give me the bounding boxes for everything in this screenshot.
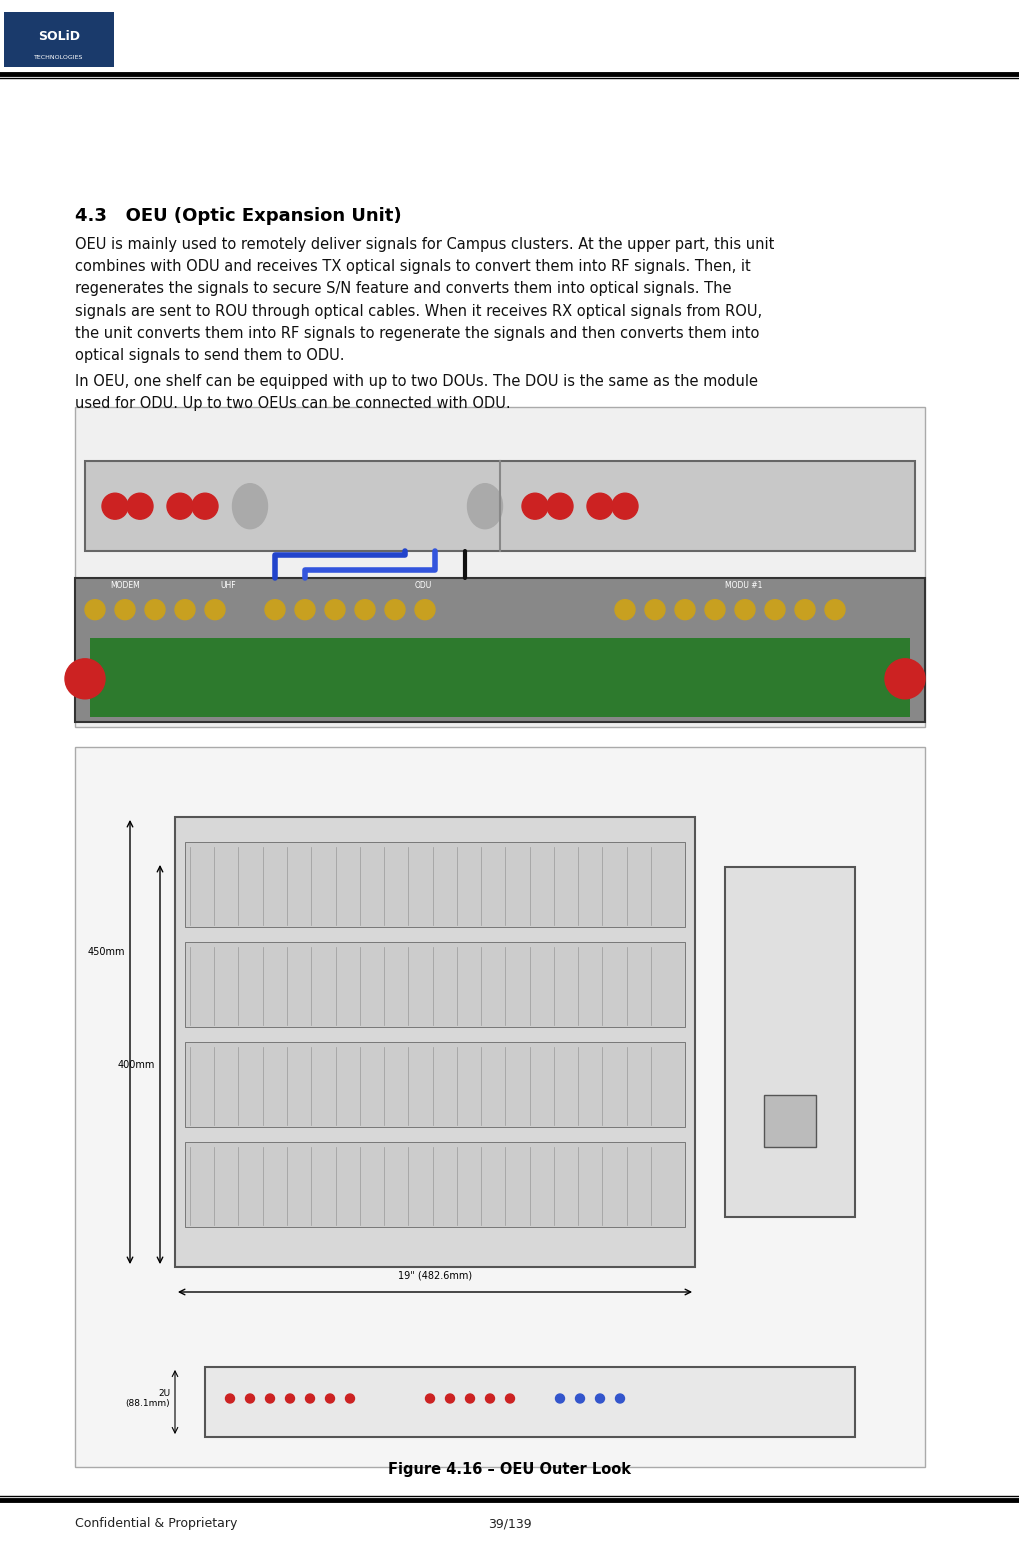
Circle shape bbox=[575, 1393, 584, 1403]
Bar bbox=[75, 578, 924, 722]
Ellipse shape bbox=[467, 484, 502, 528]
Circle shape bbox=[884, 659, 924, 698]
Circle shape bbox=[145, 600, 165, 620]
Circle shape bbox=[425, 1393, 434, 1403]
Text: OEU is mainly used to remotely deliver signals for Campus clusters. At the upper: OEU is mainly used to remotely deliver s… bbox=[75, 237, 773, 362]
Text: SOLiD: SOLiD bbox=[38, 30, 79, 44]
Circle shape bbox=[611, 494, 637, 519]
Circle shape bbox=[85, 600, 105, 620]
Circle shape bbox=[445, 1393, 454, 1403]
Text: 450mm: 450mm bbox=[88, 947, 125, 958]
Circle shape bbox=[586, 494, 612, 519]
Text: 4.3   OEU (Optic Expansion Unit): 4.3 OEU (Optic Expansion Unit) bbox=[75, 208, 401, 225]
Circle shape bbox=[246, 1393, 255, 1403]
Circle shape bbox=[555, 1393, 564, 1403]
Circle shape bbox=[546, 494, 573, 519]
Bar bbox=[75, 747, 924, 1467]
Circle shape bbox=[265, 600, 284, 620]
Circle shape bbox=[764, 600, 785, 620]
Circle shape bbox=[675, 600, 694, 620]
Circle shape bbox=[824, 600, 844, 620]
Circle shape bbox=[644, 600, 664, 620]
Bar bbox=[184, 842, 685, 926]
Circle shape bbox=[325, 600, 344, 620]
Circle shape bbox=[325, 1393, 334, 1403]
Circle shape bbox=[614, 600, 635, 620]
Circle shape bbox=[175, 600, 195, 620]
Bar bbox=[763, 1095, 815, 1147]
Text: 19" (482.6mm): 19" (482.6mm) bbox=[397, 1270, 472, 1279]
Bar bbox=[184, 1042, 685, 1128]
Circle shape bbox=[505, 1393, 514, 1403]
Circle shape bbox=[115, 600, 135, 620]
FancyBboxPatch shape bbox=[4, 12, 114, 67]
Text: 39/139: 39/139 bbox=[488, 1518, 531, 1531]
Bar bbox=[184, 942, 685, 1026]
Circle shape bbox=[192, 494, 218, 519]
Text: MODU #1: MODU #1 bbox=[725, 581, 761, 590]
Circle shape bbox=[102, 494, 127, 519]
Circle shape bbox=[167, 494, 193, 519]
Circle shape bbox=[595, 1393, 604, 1403]
Bar bbox=[184, 1142, 685, 1228]
Ellipse shape bbox=[232, 484, 267, 528]
Circle shape bbox=[127, 494, 153, 519]
Circle shape bbox=[265, 1393, 274, 1403]
Text: Confidential & Proprietary: Confidential & Proprietary bbox=[75, 1518, 237, 1531]
Bar bbox=[205, 1367, 854, 1437]
Bar bbox=[90, 637, 909, 717]
Text: TECHNOLOGIES: TECHNOLOGIES bbox=[35, 55, 84, 59]
Circle shape bbox=[345, 1393, 355, 1403]
Circle shape bbox=[355, 600, 375, 620]
Circle shape bbox=[415, 600, 434, 620]
Bar bbox=[75, 408, 924, 726]
Bar bbox=[725, 867, 854, 1217]
Circle shape bbox=[384, 600, 405, 620]
Text: 2U
(88.1mm): 2U (88.1mm) bbox=[125, 1389, 170, 1409]
Circle shape bbox=[704, 600, 725, 620]
Circle shape bbox=[465, 1393, 474, 1403]
Circle shape bbox=[794, 600, 814, 620]
Circle shape bbox=[614, 1393, 624, 1403]
Bar bbox=[85, 461, 914, 551]
Circle shape bbox=[735, 600, 754, 620]
Text: MODEM: MODEM bbox=[110, 581, 140, 590]
Bar bbox=[175, 817, 694, 1267]
Circle shape bbox=[306, 1393, 314, 1403]
Text: ODU: ODU bbox=[415, 581, 432, 590]
Circle shape bbox=[205, 600, 225, 620]
Text: UHF: UHF bbox=[220, 581, 235, 590]
Text: Figure 4.16 – OEU Outer Look: Figure 4.16 – OEU Outer Look bbox=[388, 1462, 631, 1478]
Circle shape bbox=[294, 600, 315, 620]
Text: In OEU, one shelf can be equipped with up to two DOUs. The DOU is the same as th: In OEU, one shelf can be equipped with u… bbox=[75, 373, 757, 411]
Circle shape bbox=[65, 659, 105, 698]
Text: 400mm: 400mm bbox=[117, 1059, 155, 1070]
Circle shape bbox=[522, 494, 547, 519]
Circle shape bbox=[225, 1393, 234, 1403]
Circle shape bbox=[485, 1393, 494, 1403]
Circle shape bbox=[285, 1393, 294, 1403]
